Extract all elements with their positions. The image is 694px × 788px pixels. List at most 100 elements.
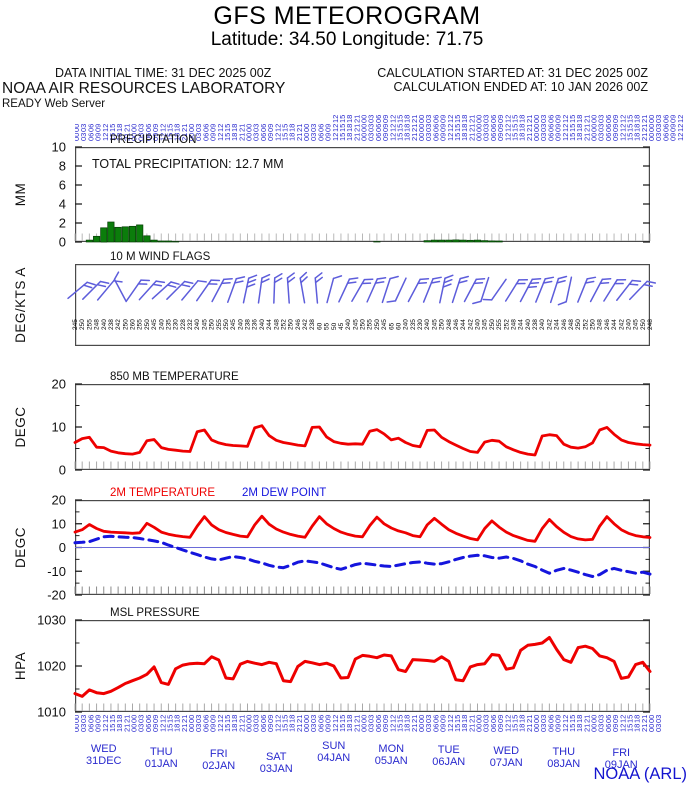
svg-text:18: 18 <box>230 715 239 723</box>
svg-text:15: 15 <box>453 124 462 132</box>
svg-text:12: 12 <box>273 724 282 732</box>
svg-text:12: 12 <box>446 715 455 723</box>
svg-text:09: 09 <box>151 724 160 732</box>
svg-text:18: 18 <box>345 724 354 732</box>
svg-text:15: 15 <box>338 715 347 723</box>
svg-text:09: 09 <box>209 124 218 132</box>
svg-text:240: 240 <box>194 319 201 330</box>
server-name: READY Web Server <box>2 98 106 110</box>
svg-text:242: 242 <box>302 319 309 330</box>
svg-text:18: 18 <box>403 124 412 132</box>
svg-text:18: 18 <box>403 724 412 732</box>
svg-text:09: 09 <box>381 724 390 732</box>
svg-text:15: 15 <box>510 724 519 732</box>
svg-text:03: 03 <box>654 115 663 123</box>
day-label: FRI 02JAN <box>202 748 236 772</box>
day-label: MON 05JAN <box>374 743 408 767</box>
svg-text:09: 09 <box>324 133 333 141</box>
svg-text:18: 18 <box>288 724 297 732</box>
svg-text:06: 06 <box>489 133 498 141</box>
svg-text:09: 09 <box>496 133 505 141</box>
svg-text:09: 09 <box>669 133 678 141</box>
svg-text:09: 09 <box>496 124 505 132</box>
svg-text:21: 21 <box>180 724 189 732</box>
svg-text:21: 21 <box>237 724 246 732</box>
svg-text:09: 09 <box>324 724 333 732</box>
svg-text:09: 09 <box>611 724 620 732</box>
svg-text:15: 15 <box>453 133 462 141</box>
svg-text:03: 03 <box>597 715 606 723</box>
svg-text:248: 248 <box>568 319 575 330</box>
svg-text:09: 09 <box>439 133 448 141</box>
svg-text:06: 06 <box>259 133 268 141</box>
svg-text:242: 242 <box>115 319 122 330</box>
svg-text:250: 250 <box>79 319 86 330</box>
svg-text:2: 2 <box>59 216 66 231</box>
svg-text:06: 06 <box>201 124 210 132</box>
svg-text:00: 00 <box>130 133 139 141</box>
svg-text:00: 00 <box>590 724 599 732</box>
svg-text:232: 232 <box>187 319 194 330</box>
svg-text:21: 21 <box>525 115 534 123</box>
svg-text:12: 12 <box>388 724 397 732</box>
svg-text:240: 240 <box>403 319 410 330</box>
svg-text:15: 15 <box>223 724 232 732</box>
svg-text:21: 21 <box>122 724 131 732</box>
svg-text:250: 250 <box>223 319 230 330</box>
svg-text:252: 252 <box>503 319 510 330</box>
svg-text:12: 12 <box>618 715 627 723</box>
svg-text:240: 240 <box>424 319 431 330</box>
svg-text:06: 06 <box>316 724 325 732</box>
svg-text:06: 06 <box>374 715 383 723</box>
svg-text:235: 235 <box>165 319 172 330</box>
svg-text:246: 246 <box>604 319 611 330</box>
svg-text:248: 248 <box>510 319 517 330</box>
svg-text:00: 00 <box>75 124 81 132</box>
svg-text:03: 03 <box>137 133 146 141</box>
svg-text:21: 21 <box>352 724 361 732</box>
svg-text:15: 15 <box>510 124 519 132</box>
svg-text:06: 06 <box>546 715 555 723</box>
svg-text:06: 06 <box>86 724 95 732</box>
svg-text:15: 15 <box>568 724 577 732</box>
svg-text:DEGC: DEGC <box>13 406 28 447</box>
svg-text:DEGC: DEGC <box>13 527 28 568</box>
svg-text:12: 12 <box>216 715 225 723</box>
svg-text:03: 03 <box>654 133 663 141</box>
svg-text:18: 18 <box>518 124 527 132</box>
svg-text:12: 12 <box>101 715 110 723</box>
svg-text:15: 15 <box>108 724 117 732</box>
svg-text:03: 03 <box>482 124 491 132</box>
day-label: THU 08JAN <box>547 746 581 770</box>
svg-text:21: 21 <box>122 133 131 141</box>
svg-text:06: 06 <box>144 124 153 132</box>
svg-text:03: 03 <box>654 124 663 132</box>
svg-text:18: 18 <box>345 133 354 141</box>
svg-text:18: 18 <box>230 133 239 141</box>
svg-text:-20: -20 <box>47 588 66 603</box>
svg-text:09: 09 <box>151 715 160 723</box>
svg-text:09: 09 <box>496 715 505 723</box>
svg-text:246: 246 <box>453 319 460 330</box>
svg-text:03: 03 <box>367 133 376 141</box>
svg-text:06: 06 <box>431 115 440 123</box>
svg-text:06: 06 <box>546 124 555 132</box>
svg-text:248: 248 <box>597 319 604 330</box>
svg-text:230: 230 <box>173 319 180 330</box>
svg-text:03: 03 <box>137 715 146 723</box>
svg-text:12: 12 <box>331 715 340 723</box>
svg-text:03: 03 <box>424 115 433 123</box>
svg-text:12: 12 <box>446 115 455 123</box>
svg-text:00: 00 <box>360 133 369 141</box>
svg-text:12: 12 <box>101 124 110 132</box>
svg-text:00: 00 <box>647 133 656 141</box>
svg-text:00: 00 <box>360 715 369 723</box>
svg-text:09: 09 <box>381 124 390 132</box>
svg-text:18: 18 <box>288 133 297 141</box>
svg-text:06: 06 <box>316 133 325 141</box>
svg-text:03: 03 <box>482 133 491 141</box>
svg-text:21: 21 <box>237 133 246 141</box>
svg-text:21: 21 <box>295 133 304 141</box>
svg-text:00: 00 <box>417 724 426 732</box>
svg-text:12: 12 <box>676 115 685 123</box>
